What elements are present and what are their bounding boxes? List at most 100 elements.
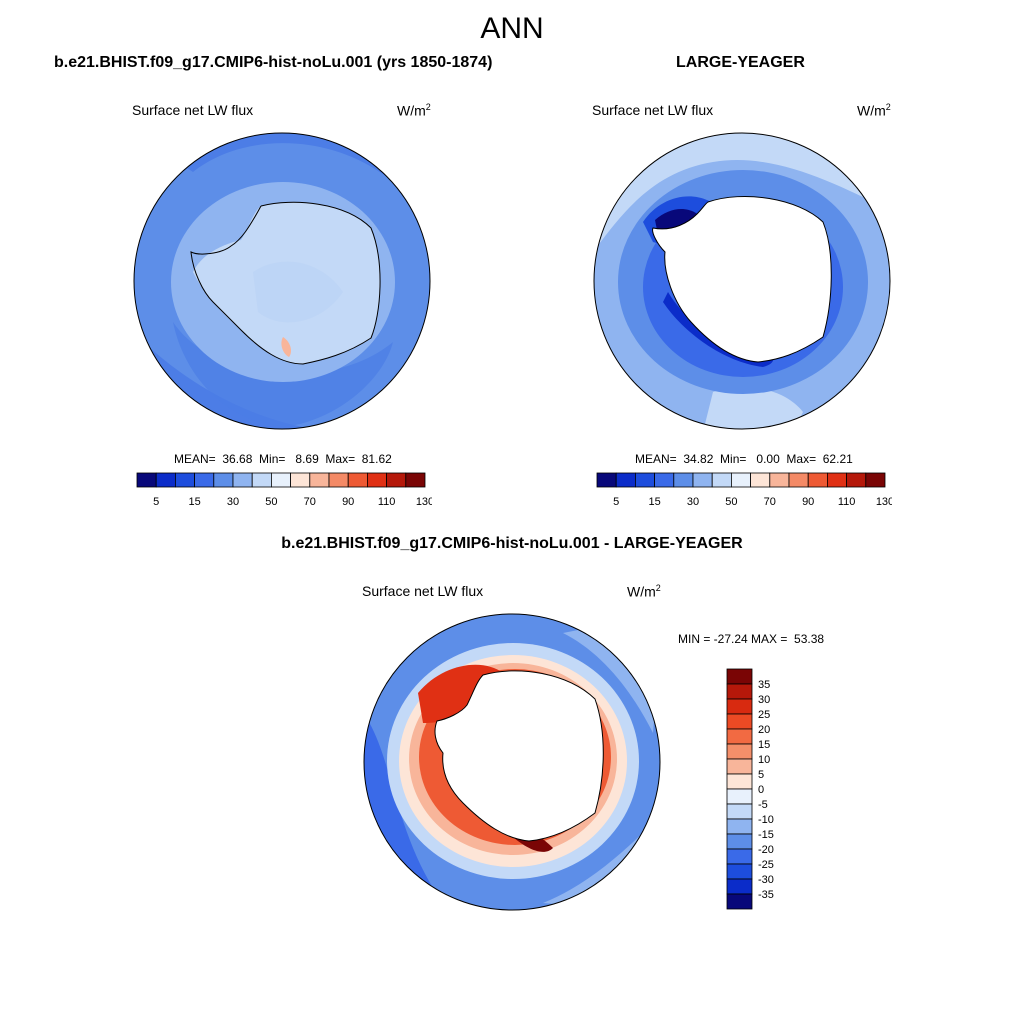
panel1-colorbar-label: 50 [265,496,277,508]
panel1-colorbar-box [328,472,349,488]
panel2-colorbar-box [615,472,636,488]
panel2-stats: MEAN= 34.82 Min= 0.00 Max= 62.21 [635,452,853,466]
panel2-colorbar-box [788,472,809,488]
panel3-colorbar-label: 30 [758,694,770,706]
panel1-colorbar-box [386,472,407,488]
panel1-colorbar-box [155,472,176,488]
panel2-colorbar-box [807,472,828,488]
panel3-colorbar-box [726,788,753,805]
panel1-stats: MEAN= 36.68 Min= 8.69 Max= 81.62 [174,452,392,466]
panel1-colorbar-label: 110 [378,496,396,508]
panel3-units: W/m2 [627,583,661,600]
panel2-colorbar-box [692,472,713,488]
panel1-title: b.e21.BHIST.f09_g17.CMIP6-hist-noLu.001 … [54,54,493,71]
panel1-colorbar-box [251,472,272,488]
panel1-colorbar-label: 30 [227,496,239,508]
panel3-colorbar: 35 30 25 20 15 10 5 0 -5 -10 -15 -20 -25 -30 -35 [726,668,774,910]
panel3-colorbar-label: 20 [758,724,770,736]
panel3-colorbar-box [726,893,753,910]
panel3-colorbar-label: 25 [758,709,770,721]
panel3-variable: Surface net LW flux [362,583,484,599]
panel1-colorbar-box [194,472,215,488]
panel2-colorbar-box [673,472,694,488]
panel3-colorbar-box [726,758,753,775]
panel3-colorbar-box [726,713,753,730]
panel1-colorbar: 5 15 30 50 70 90 110 130 [136,472,432,508]
panel2-colorbar-label: 50 [725,496,737,508]
panel2-variable: Surface net LW flux [592,102,714,118]
panel3-colorbar-label: -5 [758,799,768,811]
panel3-colorbar-box [726,728,753,745]
panel1-polar-map [133,132,431,430]
panel2-colorbar-box [826,472,847,488]
panel1-variable: Surface net LW flux [132,102,254,118]
panel1-colorbar-box [213,472,234,488]
panel3-colorbar-box [726,683,753,700]
panel3-colorbar-box [726,743,753,760]
panel2-colorbar: 5 15 30 50 70 90 110 130 [596,472,892,508]
panel3-stats: MIN = -27.24 MAX = 53.38 [678,632,825,646]
panel2-colorbar-label: 5 [613,496,619,508]
panel1-colorbar-box [366,472,387,488]
panel3-colorbar-box [726,848,753,865]
panel1-colorbar-label: 70 [304,496,316,508]
panel3-colorbar-box [726,698,753,715]
panel1-colorbar-label: 5 [153,496,159,508]
panel1-colorbar-box [290,472,311,488]
panel3-colorbar-label: 10 [758,754,770,766]
panel2-colorbar-label: 110 [838,496,856,508]
panel3-colorbar-label: -10 [758,814,774,826]
panel1-colorbar-box [136,472,157,488]
panel2-colorbar-box [596,472,617,488]
panel1-colorbar-label: 90 [342,496,354,508]
panel2-colorbar-box [865,472,886,488]
panel1-colorbar-label: 130 [416,496,432,508]
panel2-polar-map [593,132,891,430]
panel2-colorbar-label: 90 [802,496,814,508]
panel1-colorbar-box [405,472,426,488]
panel2-colorbar-box [711,472,732,488]
panel2-colorbar-box [635,472,656,488]
panel2-colorbar-box [846,472,867,488]
panel3-colorbar-box [726,863,753,880]
panel1-colorbar-box [270,472,291,488]
panel2-colorbar-label: 70 [764,496,776,508]
panel3-colorbar-box [726,668,753,685]
panel1-colorbar-boxes [136,472,426,488]
panel2-colorbar-boxes [596,472,886,488]
main-title: ANN [480,12,544,45]
panel3-colorbar-box [726,773,753,790]
panel2-colorbar-label: 30 [687,496,699,508]
panel1-colorbar-box [232,472,253,488]
panel3-colorbar-label: -20 [758,844,774,856]
panel1-colorbar-box [347,472,368,488]
panel3-title: b.e21.BHIST.f09_g17.CMIP6-hist-noLu.001 … [281,535,743,552]
panel3-polar-map [363,613,661,911]
panel1-colorbar-box [175,472,196,488]
panel3-colorbar-label: 5 [758,769,764,781]
panel3-colorbar-labels: 35 30 25 20 15 10 5 0 -5 -10 -15 -20 -25 -30 -35 [758,679,774,901]
panel2-colorbar-label: 15 [648,496,660,508]
panel3-colorbar-label: -30 [758,874,774,886]
panel3-colorbar-label: -25 [758,859,774,871]
panel2-units: W/m2 [857,102,891,119]
panel1-colorbar-box [309,472,330,488]
panel3-colorbar-box [726,878,753,895]
panel3-colorbar-label: -35 [758,889,774,901]
panel3-colorbar-label: 35 [758,679,770,691]
panel3-colorbar-label: -15 [758,829,774,841]
panel1-colorbar-labels: 5 15 30 50 70 90 110 130 [153,496,432,508]
panel3-colorbar-boxes [726,668,753,910]
panel2-colorbar-box [750,472,771,488]
panel1-colorbar-label: 15 [188,496,200,508]
panel2-colorbar-label: 130 [876,496,892,508]
panel2-colorbar-box [769,472,790,488]
panel1-units: W/m2 [397,102,431,119]
panel2-colorbar-box [730,472,751,488]
panel3-colorbar-box [726,818,753,835]
panel2-colorbar-box [654,472,675,488]
panel3-colorbar-label: 0 [758,784,764,796]
panel3-colorbar-label: 15 [758,739,770,751]
panel3-colorbar-box [726,803,753,820]
panel2-title: LARGE-YEAGER [676,54,805,71]
